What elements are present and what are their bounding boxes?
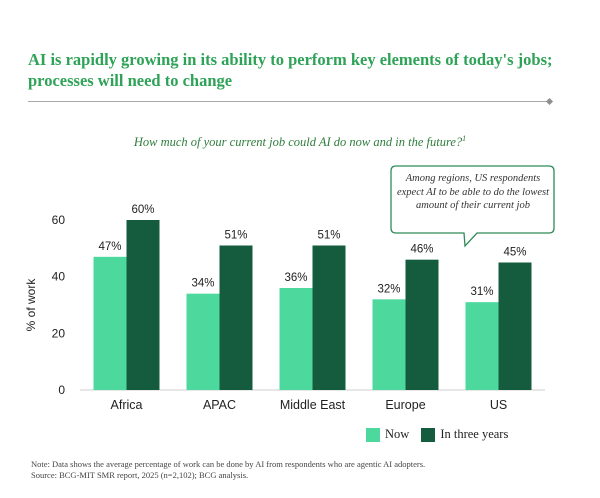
data-label: 36%: [284, 272, 307, 284]
callout-bubble: [390, 165, 555, 248]
bar-now-apac: [186, 293, 220, 390]
x-tick-label: US: [490, 398, 507, 412]
bar-now-europe: [372, 299, 406, 390]
data-label: 60%: [131, 204, 154, 216]
bar-future-africa: [126, 220, 160, 390]
bar-future-middle-east: [312, 245, 346, 390]
data-label: 47%: [98, 241, 121, 253]
x-tick-label: Europe: [385, 398, 425, 412]
data-label: 51%: [317, 230, 340, 242]
legend-swatch-now: [366, 427, 380, 442]
note-text: Note: Data shows the average percentage …: [31, 459, 426, 469]
bar-now-us: [465, 302, 499, 390]
bar-future-europe: [405, 259, 439, 390]
legend-label-now: Now: [385, 427, 410, 441]
data-label: 31%: [470, 286, 493, 298]
data-label: 45%: [503, 247, 526, 259]
slide-title: AI is rapidly growing in its ability to …: [28, 50, 553, 90]
y-axis-label: % of work: [24, 278, 38, 332]
x-tick-label: Middle East: [280, 398, 346, 412]
x-tick-label: APAC: [203, 398, 236, 412]
data-label: 32%: [377, 283, 400, 295]
legend-label-future: In three years: [440, 427, 509, 441]
legend: Now In three years: [366, 427, 508, 442]
y-tick-label: 60: [52, 213, 66, 227]
source-text: Source: BCG-MIT SMR report, 2025 (n=2,10…: [31, 470, 249, 480]
footnotes: Note: Data shows the average percentage …: [31, 459, 425, 481]
chart-question: How much of your current job could AI do…: [0, 134, 600, 150]
footnote-mark: 1: [462, 134, 467, 143]
bar-future-apac: [219, 245, 253, 390]
title-divider: [28, 101, 548, 102]
bar-now-africa: [93, 256, 127, 390]
x-tick-label: Africa: [111, 398, 143, 412]
y-tick-label: 0: [58, 383, 65, 397]
callout-text: Among regions, US respondents expect AI …: [396, 173, 549, 211]
data-label: 51%: [224, 230, 247, 242]
y-tick-label: 40: [52, 270, 66, 284]
question-text: How much of your current job could AI do…: [133, 135, 463, 150]
y-tick-label: 20: [52, 326, 66, 340]
bar-future-us: [498, 262, 532, 390]
legend-swatch-future: [421, 427, 436, 442]
data-label: 46%: [410, 244, 433, 256]
bar-now-middle-east: [279, 288, 313, 390]
data-label: 34%: [191, 278, 214, 290]
